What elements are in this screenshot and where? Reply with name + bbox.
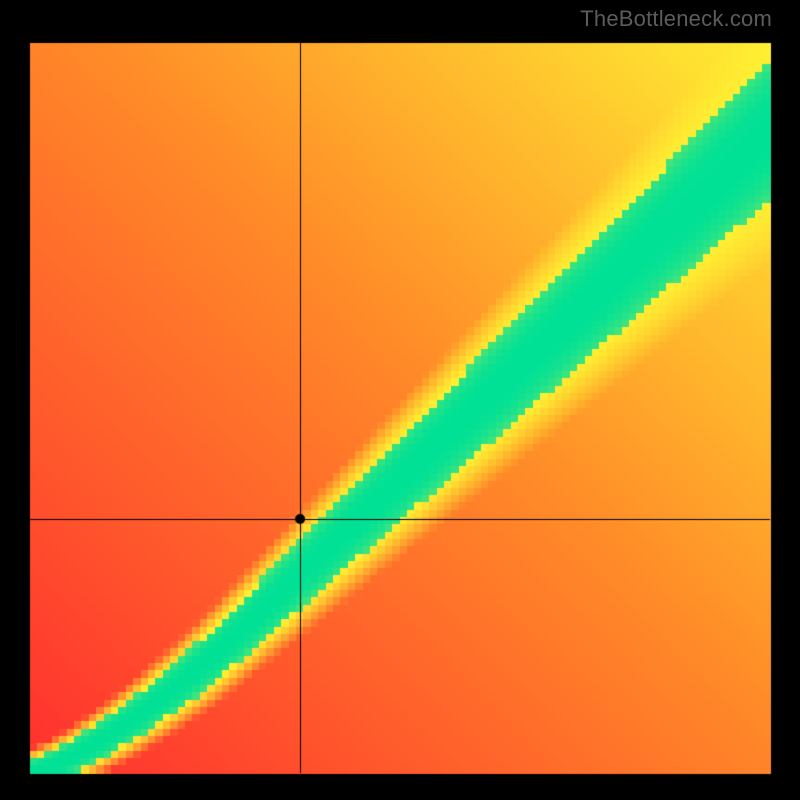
- heatmap-canvas: [0, 0, 800, 800]
- chart-container: TheBottleneck.com: [0, 0, 800, 800]
- watermark-text: TheBottleneck.com: [580, 6, 772, 32]
